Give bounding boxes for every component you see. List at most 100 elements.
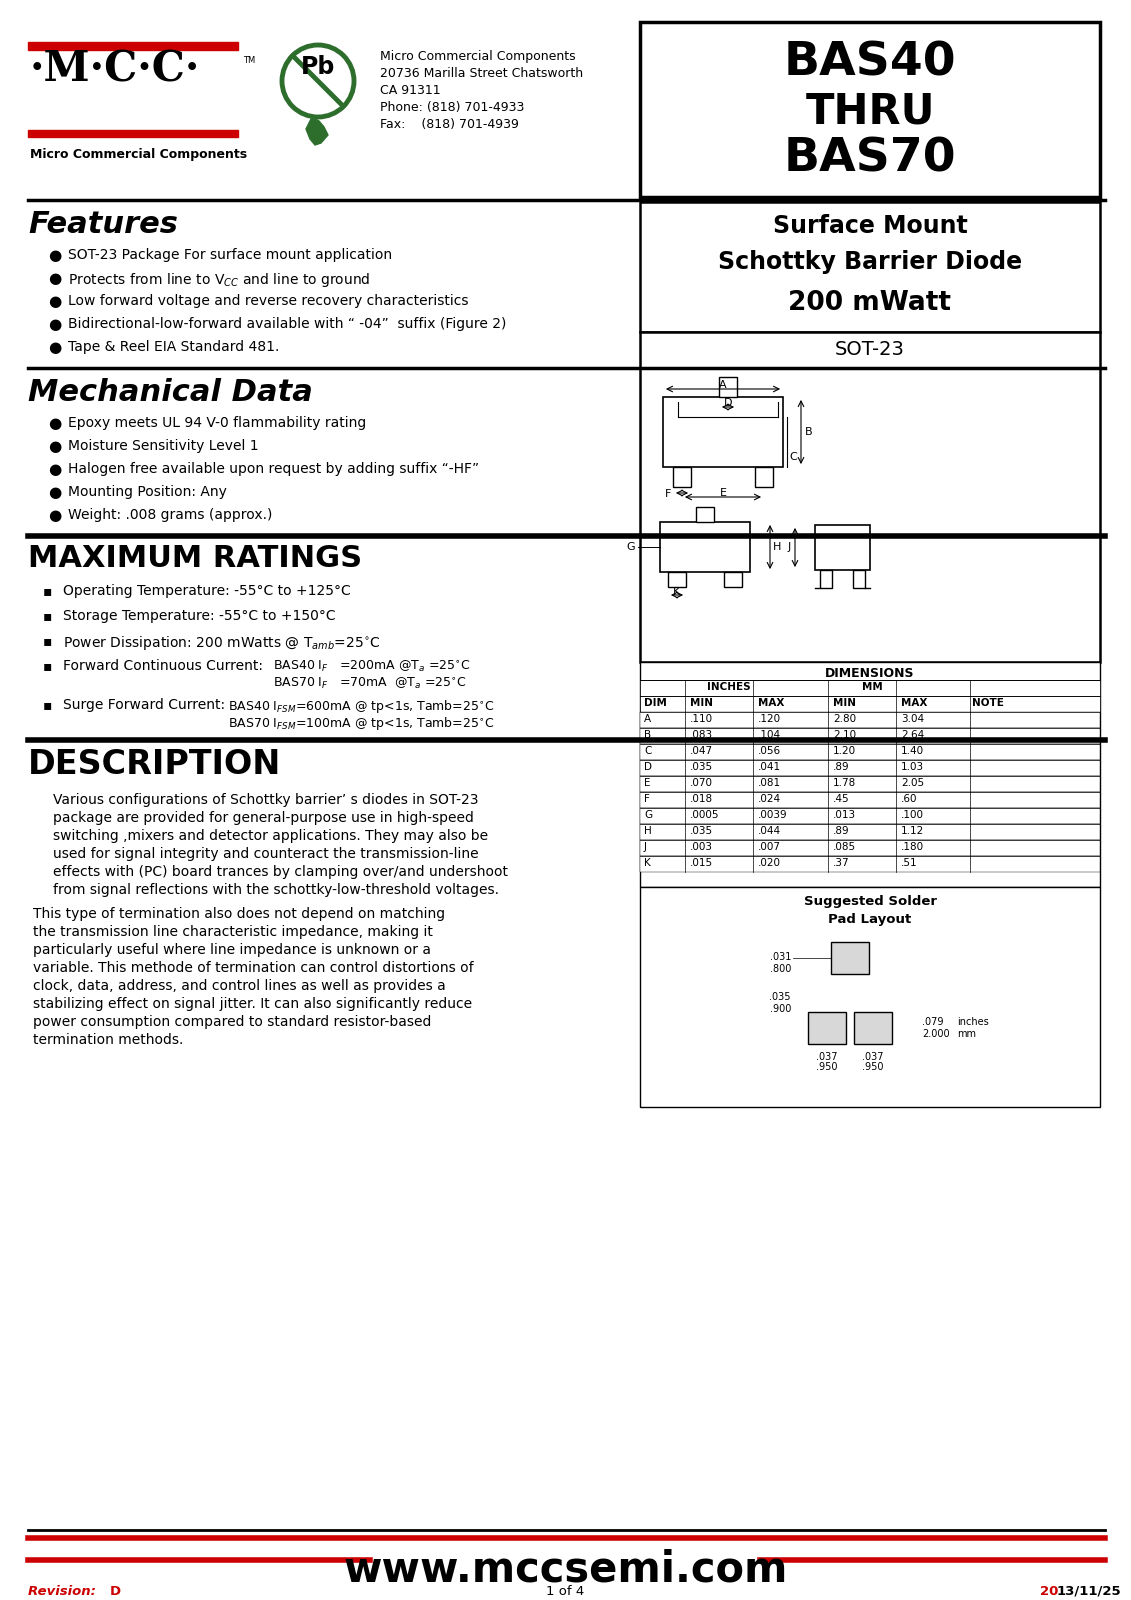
Bar (661, 522, 750, 573)
Text: BAS40 I$_{FSM}$=600mA @ tp<1s, Tamb=25$^{\circ}$C: BAS40 I$_{FSM}$=600mA @ tp<1s, Tamb=25$^… (228, 698, 494, 715)
Bar (854, 1013, 892, 1043)
Bar (640, 856, 1100, 872)
Bar (640, 744, 1100, 760)
Text: power consumption compared to standard resistor-based: power consumption compared to standard r… (33, 1014, 431, 1029)
Text: 2.10: 2.10 (834, 730, 856, 739)
Text: .180: .180 (901, 842, 924, 851)
Text: .079: .079 (922, 1018, 943, 1027)
Text: termination methods.: termination methods. (33, 1034, 183, 1046)
Bar (640, 680, 1100, 696)
Text: .0005: .0005 (690, 810, 719, 819)
Text: Pb: Pb (301, 54, 335, 78)
Text: Halogen free available upon request by adding suffix “-HF”: Halogen free available upon request by a… (68, 462, 480, 477)
Text: .031: .031 (769, 952, 791, 962)
Text: ▪: ▪ (43, 634, 52, 648)
Text: .035: .035 (690, 826, 714, 835)
Text: ●: ● (48, 341, 61, 355)
Text: J: J (644, 842, 647, 851)
Bar (640, 696, 1100, 712)
Text: .100: .100 (901, 810, 924, 819)
Circle shape (282, 45, 354, 117)
Text: MAXIMUM RATINGS: MAXIMUM RATINGS (28, 544, 362, 573)
Text: particularly useful where line impedance is unknown or a: particularly useful where line impedance… (33, 942, 431, 957)
Text: Tape & Reel EIA Standard 481.: Tape & Reel EIA Standard 481. (68, 341, 279, 354)
Text: www.mccsemi.com: www.mccsemi.com (344, 1549, 787, 1590)
Text: 1.03: 1.03 (901, 762, 924, 773)
Bar (808, 1013, 846, 1043)
Text: .041: .041 (758, 762, 782, 773)
Text: ●: ● (48, 248, 61, 262)
Text: THRU: THRU (805, 90, 934, 133)
Text: used for signal integrity and counteract the transmission-line: used for signal integrity and counteract… (53, 846, 478, 861)
Text: ▪: ▪ (43, 610, 52, 622)
Bar (640, 792, 1100, 808)
Text: 20736 Marilla Street Chatsworth: 20736 Marilla Street Chatsworth (380, 67, 584, 80)
Text: Fax:    (818) 701-4939: Fax: (818) 701-4939 (380, 118, 519, 131)
Text: .007: .007 (758, 842, 782, 851)
Text: .0039: .0039 (758, 810, 787, 819)
Text: BAS70 I$_F$   =70mA  @T$_a$ =25$^{\circ}$C: BAS70 I$_F$ =70mA @T$_a$ =25$^{\circ}$C (273, 675, 466, 691)
Text: Suggested Solder: Suggested Solder (803, 894, 936, 909)
Text: TM: TM (243, 56, 256, 66)
Text: .035: .035 (690, 762, 714, 773)
Text: Pad Layout: Pad Layout (828, 914, 912, 926)
Text: .035: .035 (769, 992, 791, 1002)
Text: 1.20: 1.20 (834, 746, 856, 757)
Text: 200 mWatt: 200 mWatt (788, 290, 951, 317)
Bar (668, 573, 687, 587)
Text: ▪: ▪ (43, 698, 52, 712)
Text: H: H (644, 826, 651, 835)
Bar (719, 378, 737, 397)
Text: Micro Commercial Components: Micro Commercial Components (31, 149, 248, 162)
Text: DIM: DIM (644, 698, 667, 707)
Text: BAS40 I$_F$   =200mA @T$_a$ =25$^{\circ}$C: BAS40 I$_F$ =200mA @T$_a$ =25$^{\circ}$C (273, 659, 470, 674)
Text: Epoxy meets UL 94 V-0 flammability rating: Epoxy meets UL 94 V-0 flammability ratin… (68, 416, 366, 430)
Text: C: C (644, 746, 651, 757)
Bar (640, 840, 1100, 856)
Text: J: J (788, 542, 791, 552)
Text: F: F (644, 794, 650, 803)
Text: .015: .015 (690, 858, 714, 867)
Text: BAS70 I$_{FSM}$=100mA @ tp<1s, Tamb=25$^{\circ}$C: BAS70 I$_{FSM}$=100mA @ tp<1s, Tamb=25$^… (228, 715, 494, 733)
Text: Features: Features (28, 210, 178, 238)
Bar (820, 570, 832, 587)
Text: package are provided for general-purpose use in high-speed: package are provided for general-purpose… (53, 811, 474, 826)
Text: Operating Temperature: -55°C to +125°C: Operating Temperature: -55°C to +125°C (63, 584, 351, 598)
Bar (640, 712, 1100, 728)
Text: CA 91311: CA 91311 (380, 83, 441, 98)
Text: .047: .047 (690, 746, 714, 757)
Bar (640, 808, 1100, 824)
Text: .800: .800 (769, 963, 791, 974)
Text: MAX: MAX (901, 698, 927, 707)
Text: MAX: MAX (758, 698, 785, 707)
Text: effects with (PC) board trances by clamping over/and undershoot: effects with (PC) board trances by clamp… (53, 866, 508, 878)
Text: .110: .110 (690, 714, 714, 723)
Text: Various configurations of Schottky barrier’ s diodes in SOT-23: Various configurations of Schottky barri… (53, 794, 478, 806)
Bar (640, 202, 1100, 333)
Text: .024: .024 (758, 794, 782, 803)
Bar (640, 824, 1100, 840)
Text: .950: .950 (817, 1062, 838, 1072)
Text: MIN: MIN (834, 698, 856, 707)
Text: ▪: ▪ (43, 584, 52, 598)
Text: 1 of 4: 1 of 4 (546, 1586, 585, 1598)
Text: Schottky Barrier Diode: Schottky Barrier Diode (718, 250, 1022, 274)
Text: .020: .020 (758, 858, 782, 867)
Text: 3.04: 3.04 (901, 714, 924, 723)
Text: A: A (644, 714, 651, 723)
Text: E: E (719, 488, 726, 498)
Text: 2.05: 2.05 (901, 778, 924, 787)
Text: NOTE: NOTE (972, 698, 1004, 707)
Bar (640, 22, 1100, 197)
Text: MM: MM (862, 682, 882, 691)
Text: D: D (724, 398, 732, 408)
Text: .085: .085 (834, 842, 856, 851)
Text: Low forward voltage and reverse recovery characteristics: Low forward voltage and reverse recovery… (68, 294, 468, 307)
Bar (640, 728, 1100, 744)
Text: .037: .037 (817, 1053, 838, 1062)
Text: H: H (772, 542, 782, 552)
Text: E: E (644, 778, 650, 787)
Text: BAS40: BAS40 (784, 40, 957, 85)
Text: Mechanical Data: Mechanical Data (28, 378, 313, 406)
Text: variable. This methode of termination can control distortions of: variable. This methode of termination ca… (33, 962, 474, 974)
